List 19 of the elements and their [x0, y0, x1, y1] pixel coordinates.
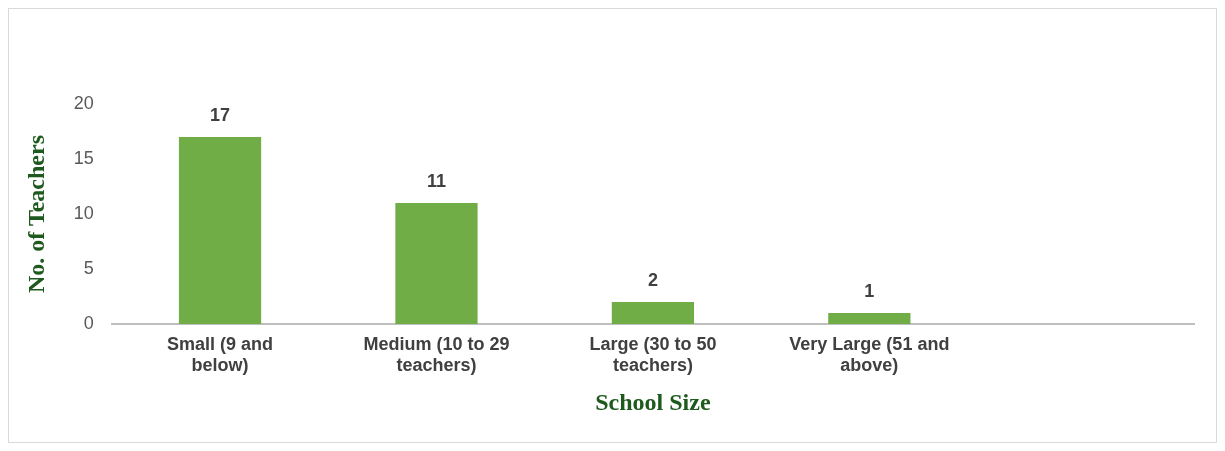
data-label: 11	[426, 170, 446, 191]
data-label: 2	[647, 269, 658, 290]
data-label: 1	[864, 280, 875, 301]
bar	[178, 137, 262, 324]
data-label: 17	[210, 104, 231, 125]
x-tick-label: Small (9 and below)	[167, 333, 274, 376]
x-tick-label: Large (30 to 50 teachers)	[589, 333, 717, 376]
x-tick-label: Very Large (51 and above)	[789, 333, 950, 376]
bar	[611, 302, 695, 324]
bar	[395, 203, 478, 324]
y-tick-label: 15	[73, 147, 94, 168]
x-axis-title: School Size	[595, 388, 711, 415]
y-tick-label: 20	[73, 92, 94, 113]
y-tick-label: 5	[83, 257, 94, 278]
bar	[828, 313, 911, 324]
y-tick-label: 0	[83, 312, 94, 333]
y-tick-label: 10	[73, 202, 94, 223]
x-tick-label: Medium (10 to 29 teachers)	[363, 333, 510, 376]
y-axis-title: No. of Teachers	[22, 135, 49, 293]
